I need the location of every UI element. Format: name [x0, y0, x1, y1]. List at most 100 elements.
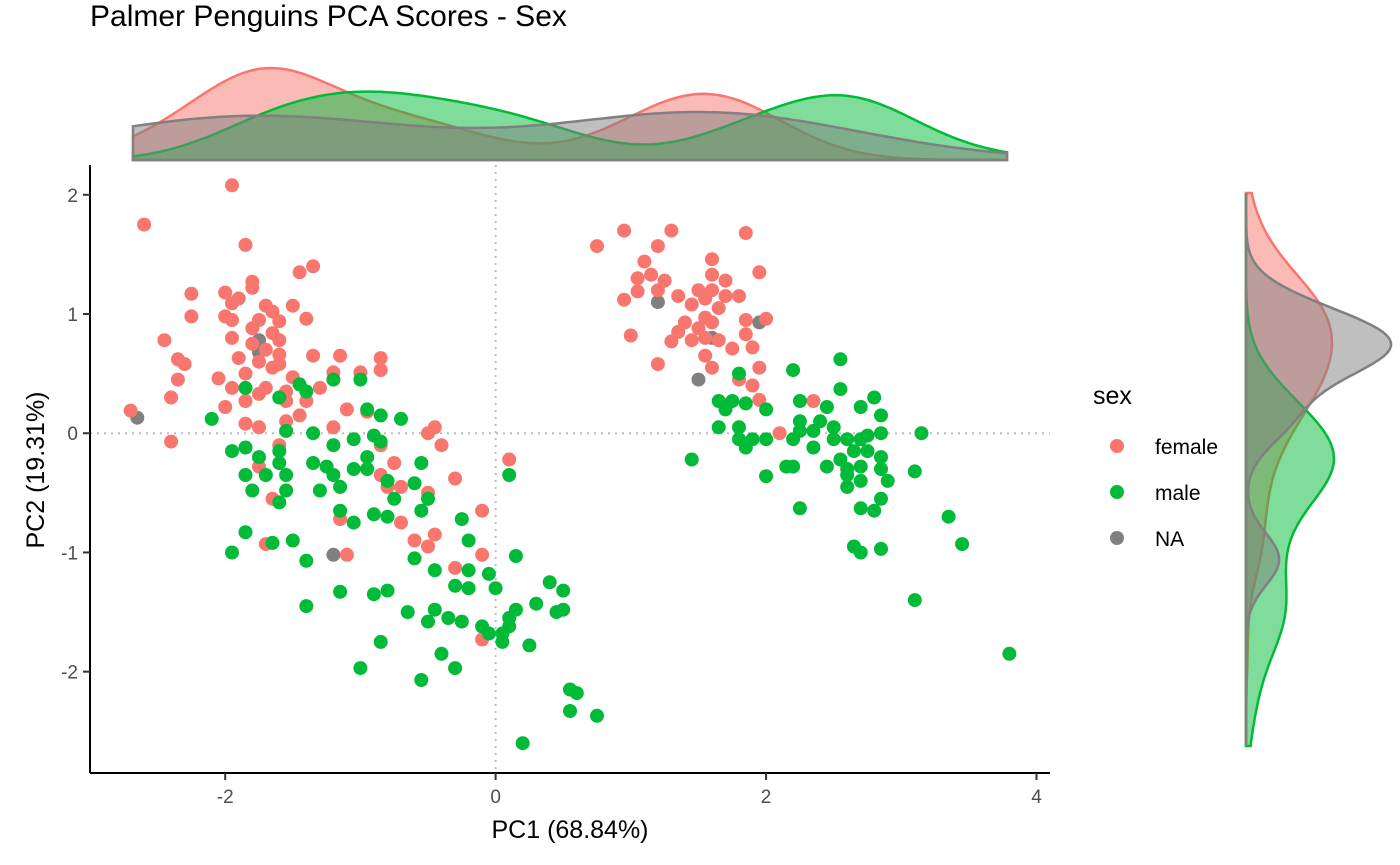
point-male — [907, 464, 922, 479]
y-tick-label: -1 — [61, 543, 78, 564]
point-male — [569, 686, 584, 701]
point-male — [272, 390, 287, 405]
point-female — [738, 313, 753, 327]
point-female — [137, 217, 152, 232]
point-male — [786, 363, 801, 378]
point-male — [279, 468, 294, 482]
point-male — [860, 444, 875, 459]
point-male — [853, 501, 868, 516]
chart-title: Palmer Penguins PCA Scores - Sex — [90, 0, 567, 33]
point-female — [245, 280, 260, 295]
point-male — [407, 476, 422, 491]
point-female — [421, 539, 435, 554]
legend: sex female male NA — [1093, 382, 1218, 551]
point-female — [772, 426, 787, 441]
point-male — [272, 444, 287, 459]
point-male — [434, 646, 449, 661]
right-marginal-density — [1244, 191, 1393, 748]
point-male — [427, 602, 442, 617]
point-male — [461, 533, 476, 548]
y-tick-label: 0 — [67, 424, 78, 445]
x-tick-label: 2 — [761, 787, 772, 808]
point-female — [184, 286, 199, 301]
point-female — [225, 178, 239, 193]
point-male — [833, 382, 848, 397]
point-male — [867, 390, 882, 405]
legend-key-na — [1110, 531, 1124, 545]
point-female — [644, 267, 659, 282]
point-male — [387, 491, 402, 506]
point-female — [184, 309, 199, 324]
point-male — [353, 372, 368, 387]
point-male — [380, 509, 395, 524]
y-axis-title: PC2 (19.31%) — [22, 391, 50, 548]
point-male — [373, 408, 388, 423]
point-female — [448, 471, 463, 486]
point-female — [285, 298, 300, 313]
y-axis-ticks: 2 1 0 -1 -2 — [61, 186, 90, 684]
point-male — [285, 533, 300, 548]
point-female — [752, 360, 767, 375]
point-male — [245, 483, 260, 498]
point-male — [279, 423, 294, 438]
point-male — [711, 420, 726, 435]
point-female — [339, 402, 354, 417]
scatter-points — [123, 178, 1017, 751]
point-female — [292, 408, 307, 423]
point-male — [421, 614, 435, 629]
point-male — [414, 503, 429, 518]
point-male — [448, 661, 463, 676]
point-male — [732, 366, 746, 381]
point-male — [556, 583, 571, 598]
point-female — [407, 533, 422, 548]
point-male — [481, 626, 496, 641]
x-axis-ticks: -2 0 2 4 — [217, 773, 1042, 808]
point-male — [360, 462, 375, 476]
point-male — [907, 593, 922, 608]
x-tick-label: 4 — [1031, 787, 1042, 808]
point-female — [725, 341, 740, 356]
y-tick-label: 2 — [67, 186, 78, 207]
point-male — [874, 491, 888, 506]
point-male — [299, 553, 314, 568]
point-male — [333, 503, 348, 518]
point-male — [448, 578, 463, 593]
point-na — [650, 295, 665, 310]
point-female — [225, 313, 239, 327]
point-female — [684, 297, 699, 312]
point-male — [840, 468, 855, 482]
point-female — [394, 515, 408, 530]
point-female — [387, 456, 402, 470]
x-tick-label: -2 — [217, 787, 234, 808]
point-female — [617, 292, 632, 307]
point-male — [373, 434, 388, 449]
point-male — [421, 491, 435, 506]
point-male — [840, 432, 855, 447]
point-male — [819, 459, 834, 474]
point-male — [481, 566, 496, 581]
point-female — [265, 360, 280, 375]
point-male — [454, 512, 469, 527]
point-male — [400, 605, 415, 620]
point-female — [617, 223, 632, 238]
point-male — [846, 444, 861, 459]
point-male — [312, 483, 327, 498]
point-female — [434, 438, 449, 453]
point-male — [394, 411, 408, 426]
point-female — [759, 311, 774, 326]
point-female — [448, 560, 463, 575]
point-female — [684, 333, 699, 348]
point-female — [258, 342, 273, 357]
point-male — [853, 459, 868, 474]
point-male — [427, 563, 442, 578]
point-na — [691, 372, 706, 387]
point-male — [346, 462, 361, 476]
point-female — [333, 348, 348, 363]
point-male — [806, 440, 821, 455]
point-male — [515, 736, 530, 751]
point-female — [650, 357, 665, 372]
point-female — [732, 289, 746, 304]
point-male — [792, 414, 807, 429]
point-male — [204, 411, 219, 426]
